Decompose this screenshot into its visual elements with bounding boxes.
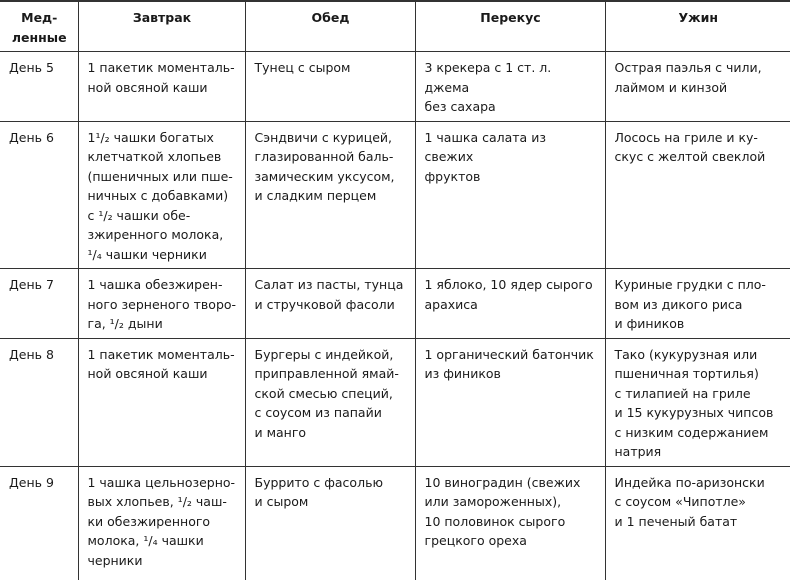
breakfast-cell: 1 пакетик моменталь- ной овсяной каши	[77, 51, 246, 122]
table-row: День 9 1 чашка цельнозерно- вых хлопьев,…	[0, 465, 790, 580]
day-cell: День 6	[0, 120, 79, 269]
snack-cell: 3 крекера с 1 ст. л. джема без сахара	[414, 51, 606, 122]
header-days: Мед- ленные	[0, 0, 79, 52]
table-row: День 7 1 чашка обезжирен- ного зерненого…	[0, 268, 790, 339]
lunch-cell: Бургеры с индейкой, приправленной ямай- …	[244, 337, 416, 467]
table-row: День 8 1 пакетик моменталь- ной овсяной …	[0, 337, 790, 467]
lunch-cell: Буррито с фасолью и сыром	[244, 465, 416, 580]
day-cell: День 8	[0, 337, 79, 467]
snack-cell: 1 яблоко, 10 ядер сырого арахиса	[414, 268, 606, 339]
breakfast-cell: 1 чашка цельнозерно- вых хлопьев, ¹/₂ ча…	[77, 465, 246, 580]
breakfast-cell: 1 пакетик моменталь- ной овсяной каши	[77, 337, 246, 467]
snack-cell: 10 виноградин (свежих или замороженных),…	[414, 465, 606, 580]
dinner-cell: Лосось на гриле и ку- скус с желтой свек…	[604, 120, 790, 269]
dinner-cell: Индейка по-аризонски с соусом «Чипотле» …	[604, 465, 790, 580]
lunch-cell: Салат из пасты, тунца и стручковой фасол…	[244, 268, 416, 339]
header-row: Мед- ленные Завтрак Обед Перекус Ужин	[0, 0, 790, 52]
table-row: День 6 1¹/₂ чашки богатых клетчаткой хло…	[0, 120, 790, 269]
day-cell: День 5	[0, 51, 79, 122]
day-cell: День 7	[0, 268, 79, 339]
dinner-cell: Тако (кукурузная или пшеничная тортилья)…	[604, 337, 790, 467]
snack-cell: 1 чашка салата из свежих фруктов	[414, 120, 606, 269]
breakfast-cell: 1¹/₂ чашки богатых клетчаткой хлопьев (п…	[77, 120, 246, 269]
lunch-cell: Сэндвичи с курицей, глазированной баль- …	[244, 120, 416, 269]
day-cell: День 9	[0, 465, 79, 580]
dinner-cell: Острая паэлья с чили, лаймом и кинзой	[604, 51, 790, 122]
lunch-cell: Тунец с сыром	[244, 51, 416, 122]
header-snack: Перекус	[414, 0, 606, 52]
breakfast-cell: 1 чашка обезжирен- ного зерненого творо-…	[77, 268, 246, 339]
dinner-cell: Куриные грудки с пло- вом из дикого риса…	[604, 268, 790, 339]
snack-cell: 1 органический батончик из фиников	[414, 337, 606, 467]
header-breakfast: Завтрак	[77, 0, 246, 52]
header-lunch: Обед	[244, 0, 416, 52]
header-dinner: Ужин	[604, 0, 790, 52]
table-row: День 5 1 пакетик моменталь- ной овсяной …	[0, 51, 790, 122]
